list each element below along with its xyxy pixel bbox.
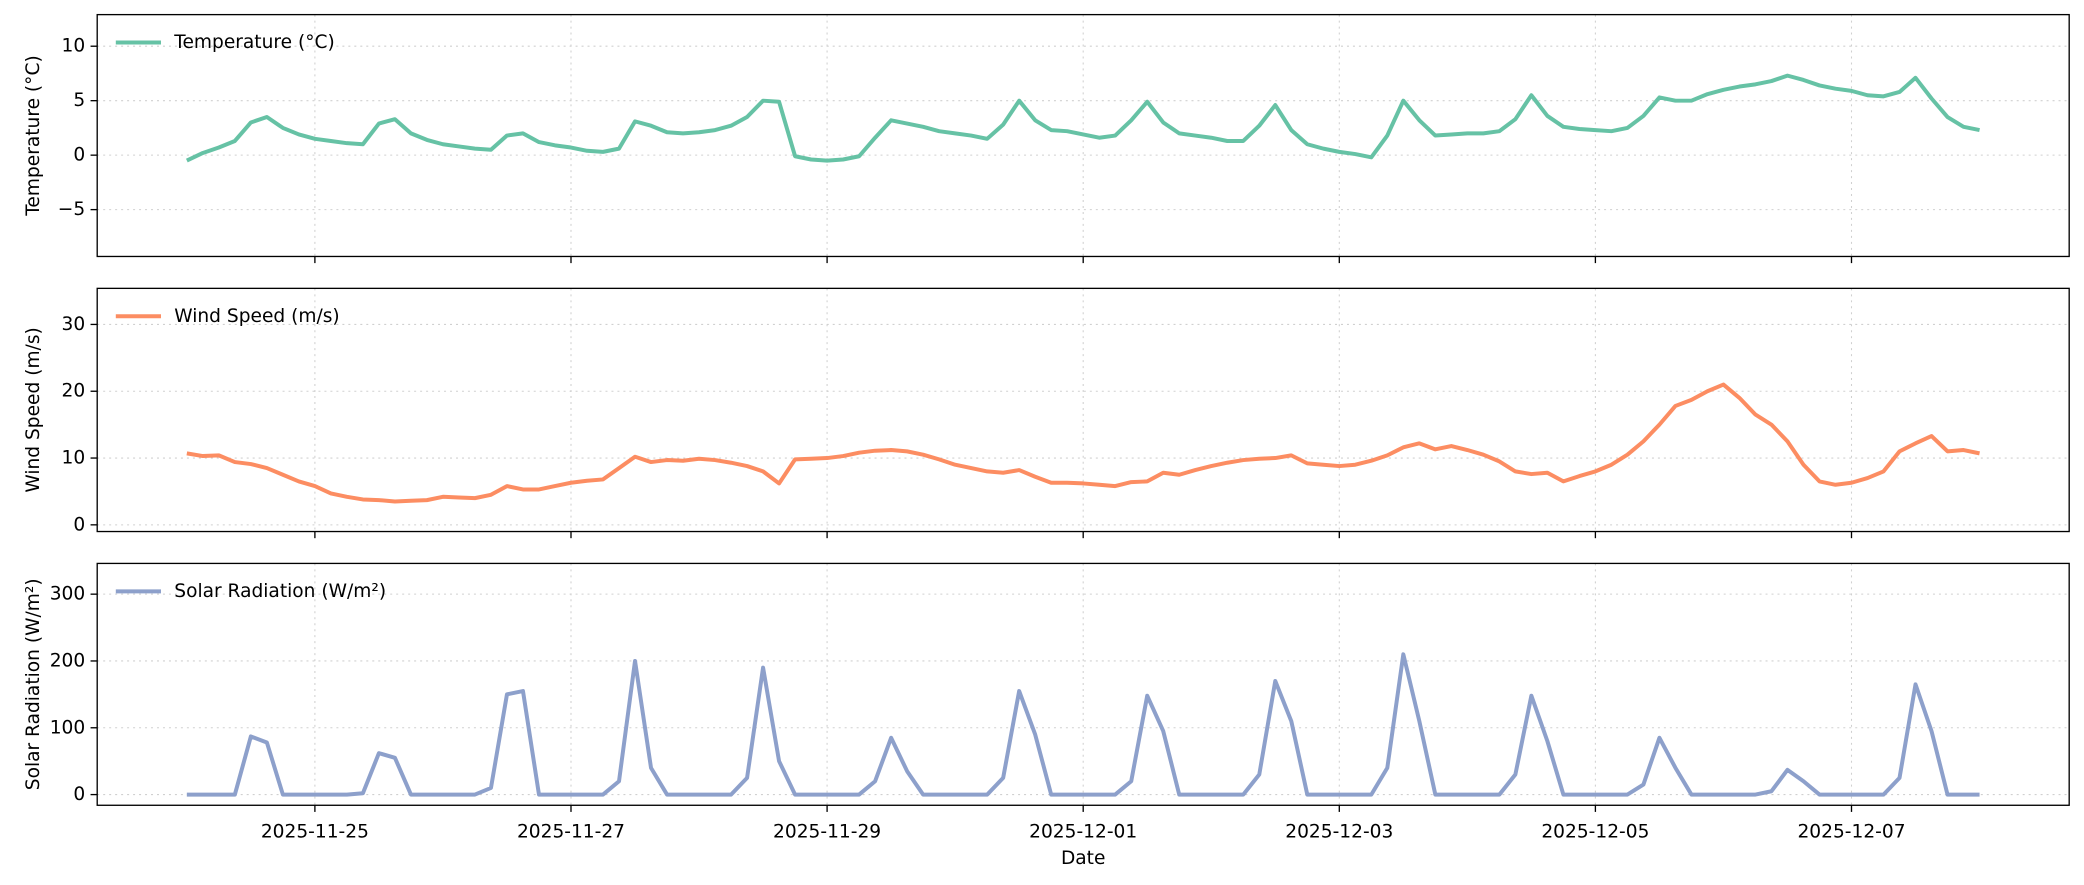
y-axis-label: Solar Radiation (W/m²) bbox=[23, 578, 44, 790]
legend-label: Solar Radiation (W/m²) bbox=[174, 581, 386, 602]
y-tick-label: 0 bbox=[73, 784, 85, 805]
series-line bbox=[186, 652, 1980, 797]
y-tick-label: 100 bbox=[50, 717, 86, 738]
y-tick-label: 0 bbox=[73, 514, 85, 535]
x-tick-label: 2025-12-07 bbox=[1797, 821, 1905, 842]
x-tick-label: 2025-12-03 bbox=[1285, 821, 1393, 842]
panel: −5 0 5 10 Temperature (°C) Temperature (°C) bbox=[23, 13, 2070, 264]
series-line bbox=[186, 382, 1980, 504]
y-axis-label: Temperature (°C) bbox=[23, 55, 44, 216]
y-axis-label: Wind Speed (m/s) bbox=[23, 327, 44, 492]
x-tick-label: 2025-11-27 bbox=[517, 821, 625, 842]
y-tick-label: 30 bbox=[62, 314, 86, 335]
y-tick-label: 20 bbox=[62, 381, 86, 402]
y-tick-label: −5 bbox=[58, 199, 85, 220]
y-tick-label: 200 bbox=[50, 650, 86, 671]
x-tick-label: 2025-12-01 bbox=[1029, 821, 1137, 842]
x-tick-label: 2025-11-25 bbox=[261, 821, 369, 842]
y-tick-label: 300 bbox=[50, 584, 86, 605]
x-axis-label: Date bbox=[1061, 848, 1105, 869]
axes-frame bbox=[96, 562, 2070, 806]
y-tick-label: 0 bbox=[73, 145, 85, 166]
legend-label: Wind Speed (m/s) bbox=[174, 306, 339, 327]
x-tick-label: 2025-12-05 bbox=[1541, 821, 1649, 842]
y-tick-label: 5 bbox=[73, 90, 85, 111]
axes-frame bbox=[96, 13, 2070, 258]
panel: 2025-11-25 2025-11-27 2025-11-29 2025-12-01… bbox=[23, 562, 2070, 869]
series-line bbox=[185, 73, 1980, 163]
x-tick-label: 2025-11-29 bbox=[773, 821, 881, 842]
y-tick-label: 10 bbox=[62, 448, 86, 469]
y-tick-label: 10 bbox=[62, 36, 86, 57]
legend-label: Temperature (°C) bbox=[173, 32, 334, 53]
panel: 0 10 20 30 Wind Speed (m/s) Wind Speed (m/s) bbox=[23, 287, 2070, 539]
axes-frame bbox=[96, 287, 2070, 533]
